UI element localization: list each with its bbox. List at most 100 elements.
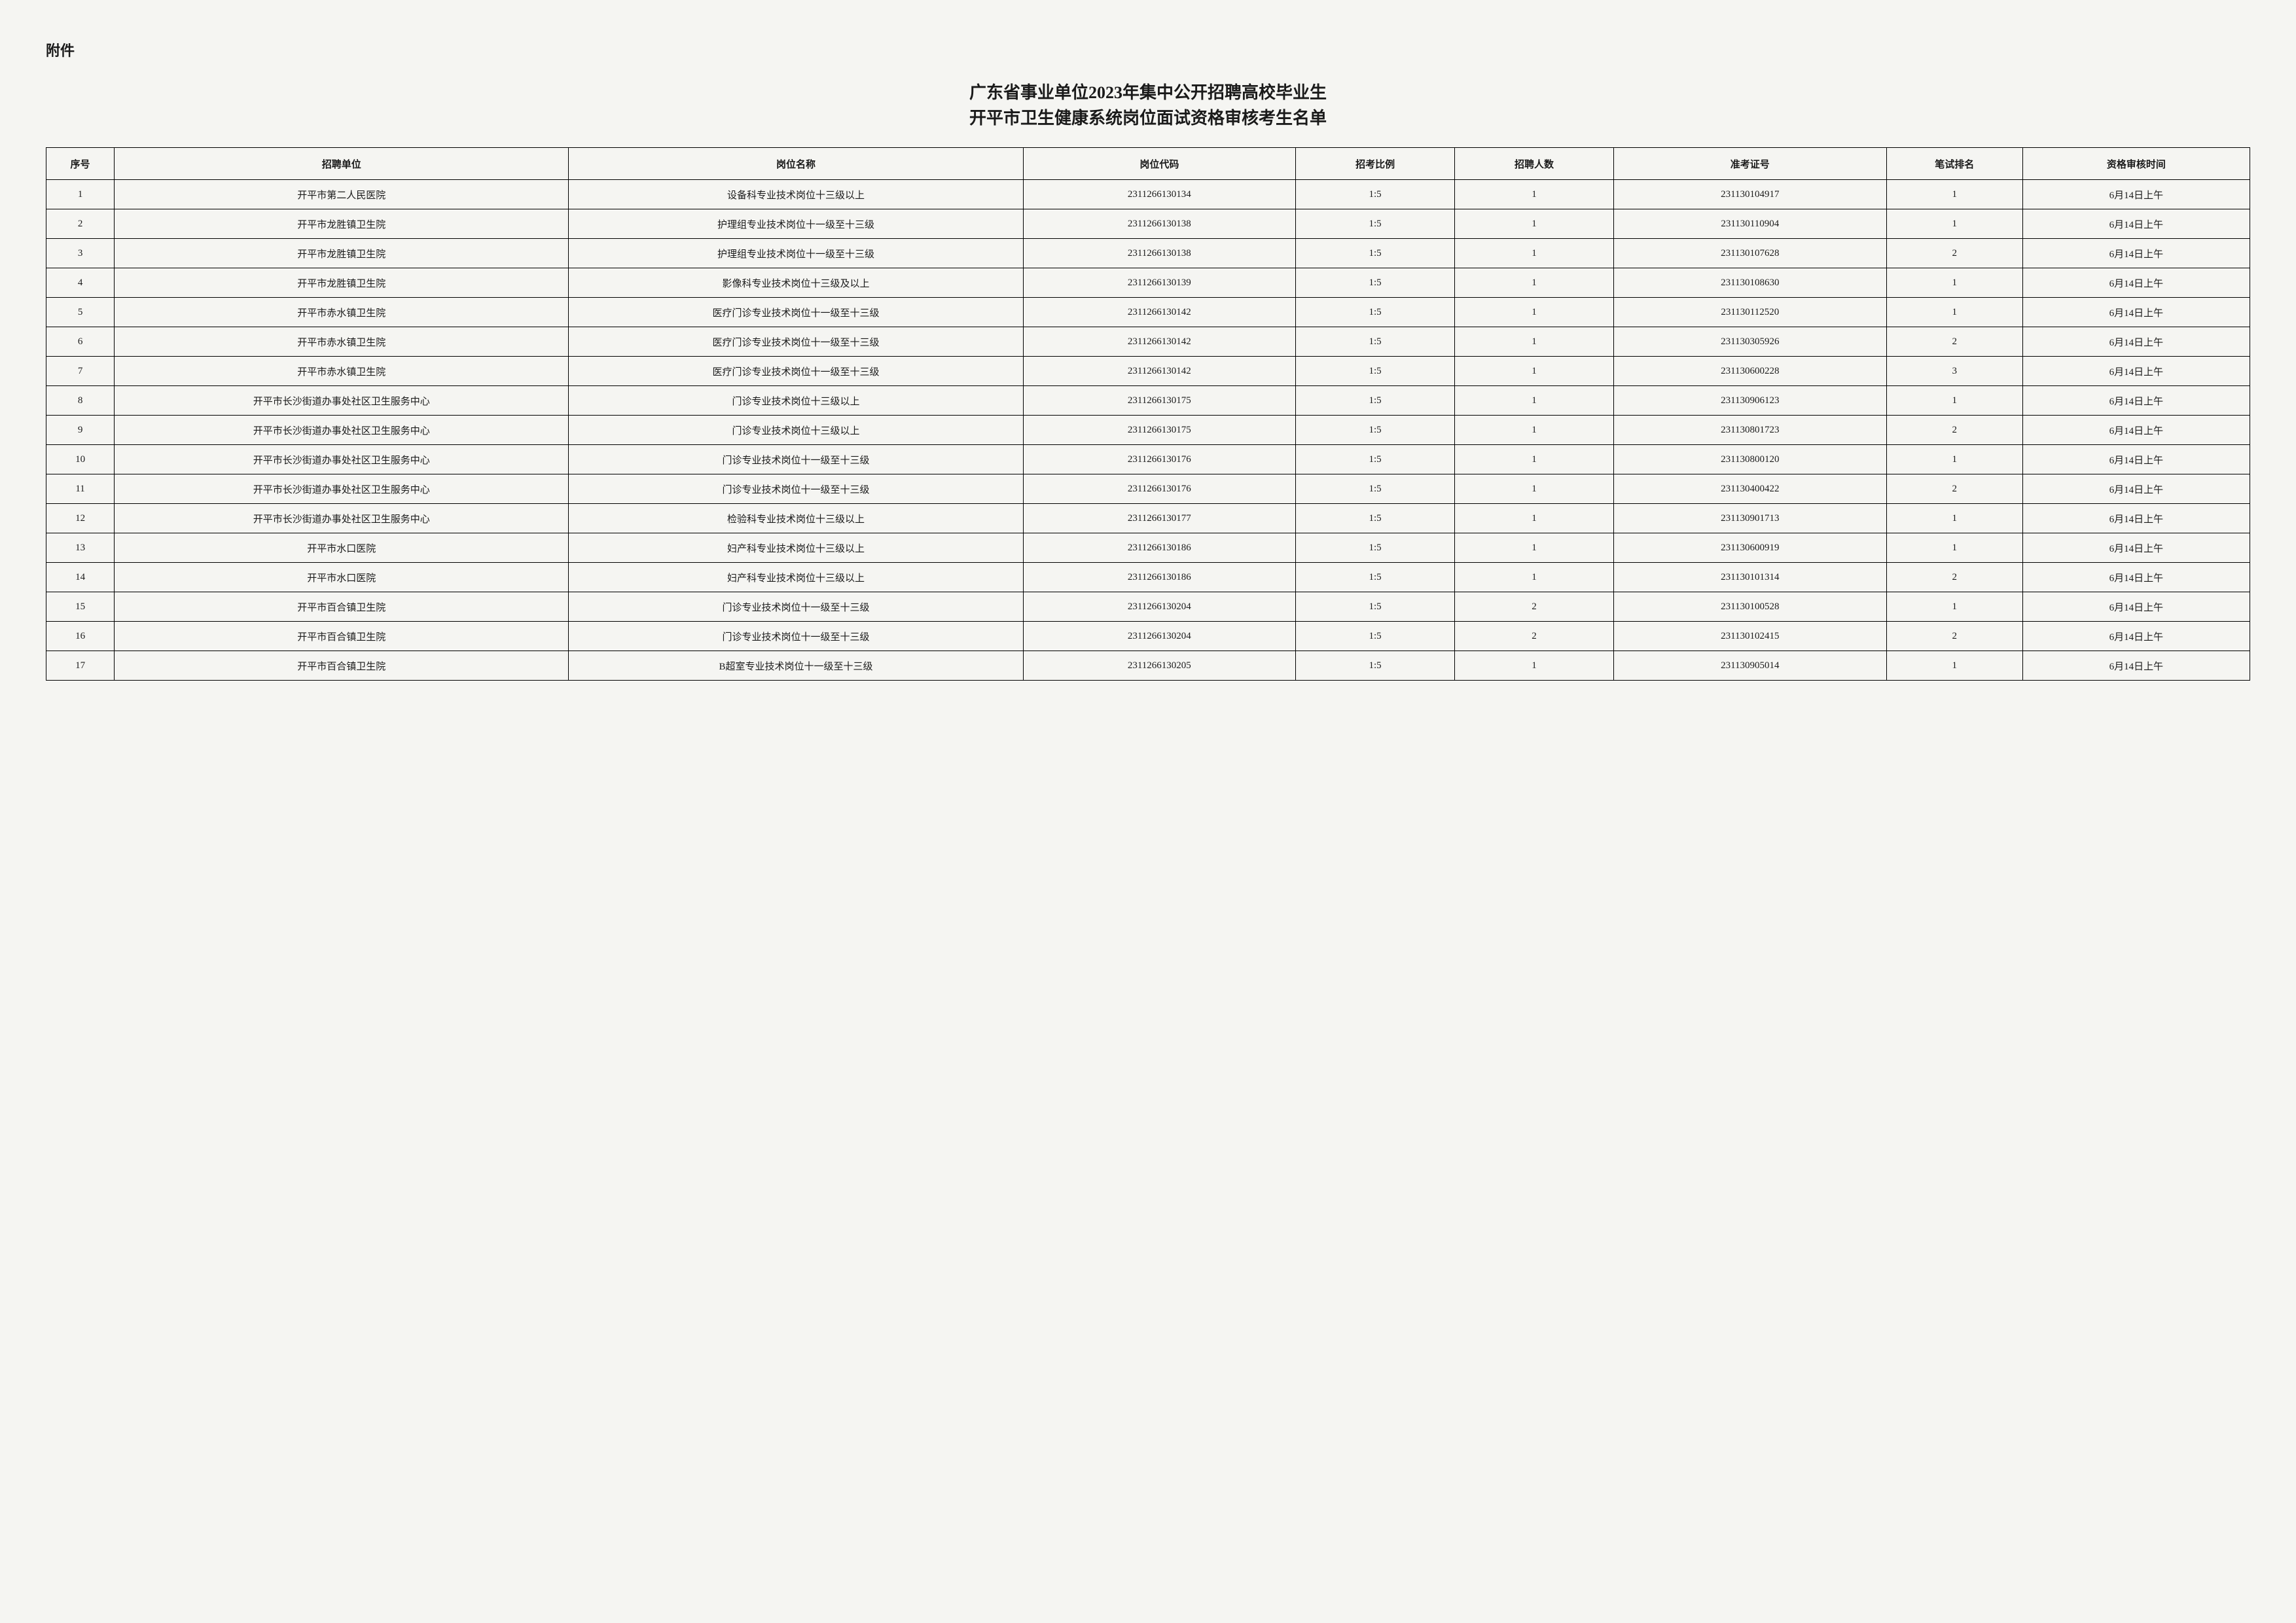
- table-header-row: 序号 招聘单位 岗位名称 岗位代码 招考比例 招聘人数 准考证号 笔试排名 资格…: [46, 148, 2250, 180]
- header-rank: 笔试排名: [1886, 148, 2022, 180]
- cell-position: 门诊专业技术岗位十一级至十三级: [569, 474, 1023, 504]
- cell-rank: 1: [1886, 209, 2022, 239]
- cell-code: 2311266130175: [1023, 416, 1296, 445]
- cell-position: B超室专业技术岗位十一级至十三级: [569, 651, 1023, 681]
- table-row: 10开平市长沙街道办事处社区卫生服务中心门诊专业技术岗位十一级至十三级23112…: [46, 445, 2250, 474]
- cell-ticket: 231130905014: [1614, 651, 1887, 681]
- cell-seq: 7: [46, 357, 115, 386]
- cell-time: 6月14日上午: [2022, 474, 2250, 504]
- cell-unit: 开平市长沙街道办事处社区卫生服务中心: [115, 504, 569, 533]
- cell-code: 2311266130142: [1023, 357, 1296, 386]
- table-row: 12开平市长沙街道办事处社区卫生服务中心检验科专业技术岗位十三级以上231126…: [46, 504, 2250, 533]
- table-row: 15开平市百合镇卫生院门诊专业技术岗位十一级至十三级23112661302041…: [46, 592, 2250, 622]
- cell-ticket: 231130901713: [1614, 504, 1887, 533]
- cell-ratio: 1:5: [1296, 180, 1455, 209]
- cell-seq: 11: [46, 474, 115, 504]
- cell-count: 2: [1455, 622, 1614, 651]
- cell-unit: 开平市龙胜镇卫生院: [115, 268, 569, 298]
- cell-time: 6月14日上午: [2022, 268, 2250, 298]
- cell-count: 1: [1455, 386, 1614, 416]
- cell-position: 医疗门诊专业技术岗位十一级至十三级: [569, 357, 1023, 386]
- table-row: 5开平市赤水镇卫生院医疗门诊专业技术岗位十一级至十三级2311266130142…: [46, 298, 2250, 327]
- cell-ticket: 231130104917: [1614, 180, 1887, 209]
- title-line-1: 广东省事业单位2023年集中公开招聘高校毕业生: [46, 80, 2250, 105]
- cell-ticket: 231130108630: [1614, 268, 1887, 298]
- cell-ticket: 231130102415: [1614, 622, 1887, 651]
- cell-code: 2311266130138: [1023, 209, 1296, 239]
- cell-seq: 6: [46, 327, 115, 357]
- cell-seq: 3: [46, 239, 115, 268]
- cell-seq: 13: [46, 533, 115, 563]
- cell-seq: 14: [46, 563, 115, 592]
- cell-time: 6月14日上午: [2022, 180, 2250, 209]
- table-row: 16开平市百合镇卫生院门诊专业技术岗位十一级至十三级23112661302041…: [46, 622, 2250, 651]
- cell-code: 2311266130139: [1023, 268, 1296, 298]
- header-ratio: 招考比例: [1296, 148, 1455, 180]
- table-row: 3开平市龙胜镇卫生院护理组专业技术岗位十一级至十三级23112661301381…: [46, 239, 2250, 268]
- cell-unit: 开平市长沙街道办事处社区卫生服务中心: [115, 474, 569, 504]
- cell-unit: 开平市长沙街道办事处社区卫生服务中心: [115, 445, 569, 474]
- table-row: 9开平市长沙街道办事处社区卫生服务中心门诊专业技术岗位十三级以上23112661…: [46, 416, 2250, 445]
- cell-count: 1: [1455, 651, 1614, 681]
- cell-ticket: 231130101314: [1614, 563, 1887, 592]
- cell-seq: 2: [46, 209, 115, 239]
- cell-count: 1: [1455, 327, 1614, 357]
- cell-seq: 8: [46, 386, 115, 416]
- cell-unit: 开平市龙胜镇卫生院: [115, 209, 569, 239]
- cell-code: 2311266130205: [1023, 651, 1296, 681]
- cell-ratio: 1:5: [1296, 268, 1455, 298]
- header-position: 岗位名称: [569, 148, 1023, 180]
- cell-count: 1: [1455, 209, 1614, 239]
- cell-ratio: 1:5: [1296, 474, 1455, 504]
- cell-ratio: 1:5: [1296, 592, 1455, 622]
- cell-seq: 16: [46, 622, 115, 651]
- cell-ratio: 1:5: [1296, 386, 1455, 416]
- cell-position: 门诊专业技术岗位十三级以上: [569, 386, 1023, 416]
- cell-ratio: 1:5: [1296, 622, 1455, 651]
- cell-ticket: 231130600919: [1614, 533, 1887, 563]
- cell-ratio: 1:5: [1296, 298, 1455, 327]
- header-time: 资格审核时间: [2022, 148, 2250, 180]
- cell-count: 1: [1455, 180, 1614, 209]
- table-body: 1开平市第二人民医院设备科专业技术岗位十三级以上23112661301341:5…: [46, 180, 2250, 681]
- cell-rank: 2: [1886, 563, 2022, 592]
- cell-code: 2311266130142: [1023, 327, 1296, 357]
- cell-unit: 开平市水口医院: [115, 533, 569, 563]
- cell-ratio: 1:5: [1296, 651, 1455, 681]
- table-row: 17开平市百合镇卫生院B超室专业技术岗位十一级至十三级2311266130205…: [46, 651, 2250, 681]
- cell-code: 2311266130186: [1023, 563, 1296, 592]
- cell-time: 6月14日上午: [2022, 327, 2250, 357]
- cell-rank: 1: [1886, 592, 2022, 622]
- cell-position: 设备科专业技术岗位十三级以上: [569, 180, 1023, 209]
- cell-code: 2311266130175: [1023, 386, 1296, 416]
- cell-unit: 开平市水口医院: [115, 563, 569, 592]
- cell-time: 6月14日上午: [2022, 445, 2250, 474]
- candidates-table: 序号 招聘单位 岗位名称 岗位代码 招考比例 招聘人数 准考证号 笔试排名 资格…: [46, 147, 2250, 681]
- cell-unit: 开平市龙胜镇卫生院: [115, 239, 569, 268]
- cell-seq: 12: [46, 504, 115, 533]
- cell-time: 6月14日上午: [2022, 651, 2250, 681]
- cell-position: 妇产科专业技术岗位十三级以上: [569, 533, 1023, 563]
- cell-position: 妇产科专业技术岗位十三级以上: [569, 563, 1023, 592]
- table-row: 6开平市赤水镇卫生院医疗门诊专业技术岗位十一级至十三级2311266130142…: [46, 327, 2250, 357]
- cell-count: 1: [1455, 268, 1614, 298]
- cell-ticket: 231130400422: [1614, 474, 1887, 504]
- cell-time: 6月14日上午: [2022, 592, 2250, 622]
- cell-code: 2311266130176: [1023, 474, 1296, 504]
- title-block: 广东省事业单位2023年集中公开招聘高校毕业生 开平市卫生健康系统岗位面试资格审…: [46, 80, 2250, 131]
- cell-ratio: 1:5: [1296, 239, 1455, 268]
- cell-rank: 2: [1886, 622, 2022, 651]
- cell-seq: 17: [46, 651, 115, 681]
- cell-rank: 1: [1886, 504, 2022, 533]
- cell-position: 医疗门诊专业技术岗位十一级至十三级: [569, 327, 1023, 357]
- header-seq: 序号: [46, 148, 115, 180]
- table-row: 1开平市第二人民医院设备科专业技术岗位十三级以上23112661301341:5…: [46, 180, 2250, 209]
- cell-time: 6月14日上午: [2022, 239, 2250, 268]
- table-row: 4开平市龙胜镇卫生院影像科专业技术岗位十三级及以上23112661301391:…: [46, 268, 2250, 298]
- cell-count: 1: [1455, 239, 1614, 268]
- cell-unit: 开平市百合镇卫生院: [115, 592, 569, 622]
- cell-count: 1: [1455, 298, 1614, 327]
- cell-seq: 10: [46, 445, 115, 474]
- cell-ticket: 231130600228: [1614, 357, 1887, 386]
- table-row: 2开平市龙胜镇卫生院护理组专业技术岗位十一级至十三级23112661301381…: [46, 209, 2250, 239]
